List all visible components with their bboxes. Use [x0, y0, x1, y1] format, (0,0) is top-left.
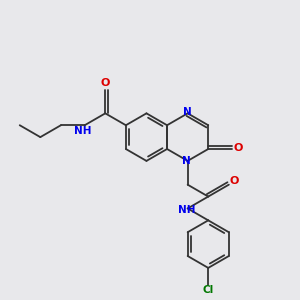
Text: O: O — [229, 176, 239, 186]
Text: N: N — [182, 156, 191, 166]
Text: NH: NH — [178, 206, 195, 215]
Text: O: O — [233, 143, 243, 153]
Text: N: N — [183, 107, 192, 117]
Text: NH: NH — [74, 126, 92, 136]
Text: O: O — [100, 78, 110, 88]
Text: Cl: Cl — [202, 286, 214, 296]
